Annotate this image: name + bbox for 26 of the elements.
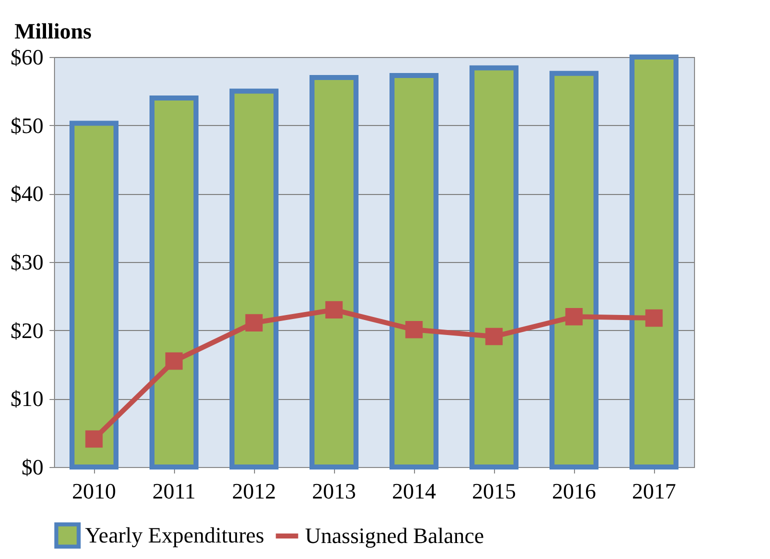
point bbox=[565, 308, 583, 326]
y-tick-label: $0 bbox=[22, 454, 44, 480]
point bbox=[405, 320, 423, 338]
y-tick-label: $40 bbox=[10, 181, 44, 206]
legend-label: Unassigned Balance bbox=[305, 523, 484, 548]
x-tick-label: 2015 bbox=[472, 478, 516, 504]
x-tick-label: 2014 bbox=[392, 478, 436, 504]
point bbox=[165, 352, 183, 370]
y-tick-label: $10 bbox=[10, 386, 44, 412]
point bbox=[485, 328, 503, 346]
x-tick-label: 2011 bbox=[152, 478, 196, 504]
point bbox=[645, 309, 663, 327]
point bbox=[245, 314, 263, 332]
x-tick-label: 2017 bbox=[632, 478, 676, 504]
y-tick-label: $20 bbox=[10, 318, 44, 343]
y-tick-label: $30 bbox=[10, 250, 44, 274]
legend-label: Yearly Expenditures bbox=[85, 522, 264, 548]
x-tick-label: 2012 bbox=[232, 478, 276, 504]
x-tick-label: 2010 bbox=[72, 478, 116, 504]
x-tick-label: 2013 bbox=[312, 478, 356, 504]
point bbox=[85, 430, 103, 448]
x-tick-label: 2016 bbox=[552, 478, 596, 504]
point bbox=[325, 301, 343, 318]
y-tick-label: $50 bbox=[10, 112, 44, 138]
y-tick-label: $60 bbox=[10, 44, 44, 70]
y-axis-title: Millions bbox=[14, 18, 92, 44]
